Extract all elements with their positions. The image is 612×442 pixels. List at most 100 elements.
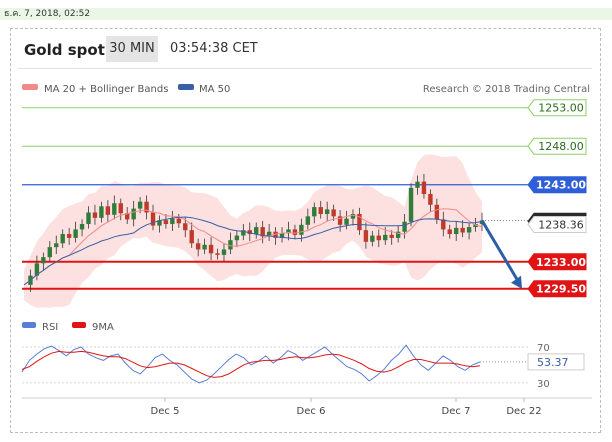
forecast-arrow-line xyxy=(480,219,521,284)
level-tag-text: 1233.00 xyxy=(536,256,586,269)
candle-body xyxy=(92,212,98,218)
candle-body xyxy=(331,209,336,217)
candle-body xyxy=(254,227,259,235)
candle-body xyxy=(324,209,330,215)
candle-body xyxy=(376,235,381,241)
chart-frame xyxy=(10,28,601,433)
candle-body xyxy=(73,229,78,238)
candle-body xyxy=(415,181,420,188)
candle-body xyxy=(266,231,272,237)
candle-body xyxy=(105,206,111,215)
rsi-value-text: 53.37 xyxy=(537,356,569,369)
level-tag-shape xyxy=(527,176,587,194)
rsi-line xyxy=(21,344,481,384)
rsi-value-tag xyxy=(527,353,585,371)
legend-label-ma20: MA 20 + Bollinger Bands xyxy=(44,84,168,95)
candle-body xyxy=(99,206,104,218)
level-label-1253.00: 1253.00 xyxy=(527,99,587,117)
candle-body xyxy=(473,224,478,228)
candle-body xyxy=(118,203,123,214)
x-tick-dec-6: Dec 6 xyxy=(297,406,326,417)
candle-body xyxy=(137,201,143,209)
ma20-line xyxy=(23,208,483,286)
9ma-line xyxy=(21,350,481,378)
bollinger-band-fill xyxy=(24,154,482,308)
candle-body xyxy=(208,244,214,254)
candle-body xyxy=(41,257,46,264)
candle-body xyxy=(447,229,452,235)
candle-body xyxy=(383,234,388,241)
candle-body xyxy=(170,218,175,225)
candle-body xyxy=(79,224,85,230)
legend-label-rsi: RSI xyxy=(42,322,58,333)
candle-body xyxy=(189,230,194,244)
candle-body xyxy=(144,201,149,213)
candle-body xyxy=(350,214,356,219)
legend-swatch-ma50 xyxy=(178,84,194,90)
level-label-1233.00: 1233.00 xyxy=(527,253,587,271)
candle-body xyxy=(163,220,169,225)
candle-body xyxy=(221,249,227,255)
candle-body xyxy=(337,216,343,225)
candle-body xyxy=(460,227,465,233)
legend-label-9ma: 9MA xyxy=(92,322,114,333)
candle-body xyxy=(66,234,72,238)
candle-body xyxy=(292,229,298,235)
header-divider xyxy=(18,68,592,69)
candle-body xyxy=(395,231,401,238)
candle-body xyxy=(402,221,407,232)
level-tag-text: 1253.00 xyxy=(538,102,584,115)
level-tag-shape xyxy=(527,215,587,233)
level-tag-text: 1243.00 xyxy=(536,179,586,192)
candle-body xyxy=(312,207,317,217)
candle-body xyxy=(183,223,188,231)
candle-body xyxy=(157,220,162,226)
candle-body xyxy=(125,213,130,220)
candle-body xyxy=(286,229,291,234)
level-tag-shape xyxy=(527,99,587,117)
legend-label-ma50: MA 50 xyxy=(199,84,230,95)
timeframe-button[interactable]: 30 MIN xyxy=(106,36,158,62)
candle-body xyxy=(279,233,285,238)
candle-body xyxy=(363,230,369,242)
candle-body xyxy=(421,181,427,194)
candle-body xyxy=(357,214,362,231)
level-label-1248.00: 1248.00 xyxy=(527,137,587,155)
candle-body xyxy=(234,235,240,241)
ma50-line xyxy=(23,216,483,286)
candle-body xyxy=(453,227,459,235)
level-tag-shape xyxy=(527,137,587,155)
date-bar: ธ.ค. 7, 2018, 02:52 xyxy=(0,0,612,22)
candle-body xyxy=(112,203,117,215)
candle-body xyxy=(305,216,311,225)
candle-body xyxy=(195,243,201,250)
chart-credit: Research © 2018 Trading Central xyxy=(423,84,590,95)
level-label-1238.36: 1238.36 xyxy=(527,215,587,233)
datetime-text: ธ.ค. 7, 2018, 02:52 xyxy=(0,8,612,20)
level-tag-text: 1238.36 xyxy=(538,218,584,231)
instrument-title: Gold spot xyxy=(24,41,105,59)
candle-body xyxy=(344,218,349,225)
candle-body xyxy=(273,231,278,238)
level-label-1243.00: 1243.00 xyxy=(527,176,587,194)
candle-body xyxy=(131,208,136,220)
candle-body xyxy=(370,235,375,242)
rsi-tick-70: 70 xyxy=(537,343,550,354)
x-tick-dec-22: Dec 22 xyxy=(506,406,541,417)
candle-body xyxy=(34,263,40,276)
rsi-tick-30: 30 xyxy=(537,379,550,390)
level-tag-shape xyxy=(527,253,587,271)
candle-body xyxy=(428,193,433,205)
candle-body xyxy=(466,227,472,233)
x-tick-dec-7: Dec 7 xyxy=(442,406,471,417)
candle-body xyxy=(228,240,233,250)
x-tick-dec-5: Dec 5 xyxy=(151,406,180,417)
candle-body xyxy=(202,244,207,250)
candle-body xyxy=(54,243,59,248)
candle-body xyxy=(60,234,65,244)
candle-body xyxy=(434,204,440,220)
candle-body xyxy=(408,187,414,222)
legend-swatch-rsi xyxy=(22,322,36,328)
candle-body xyxy=(86,212,91,225)
legend-swatch-9ma xyxy=(72,322,86,328)
